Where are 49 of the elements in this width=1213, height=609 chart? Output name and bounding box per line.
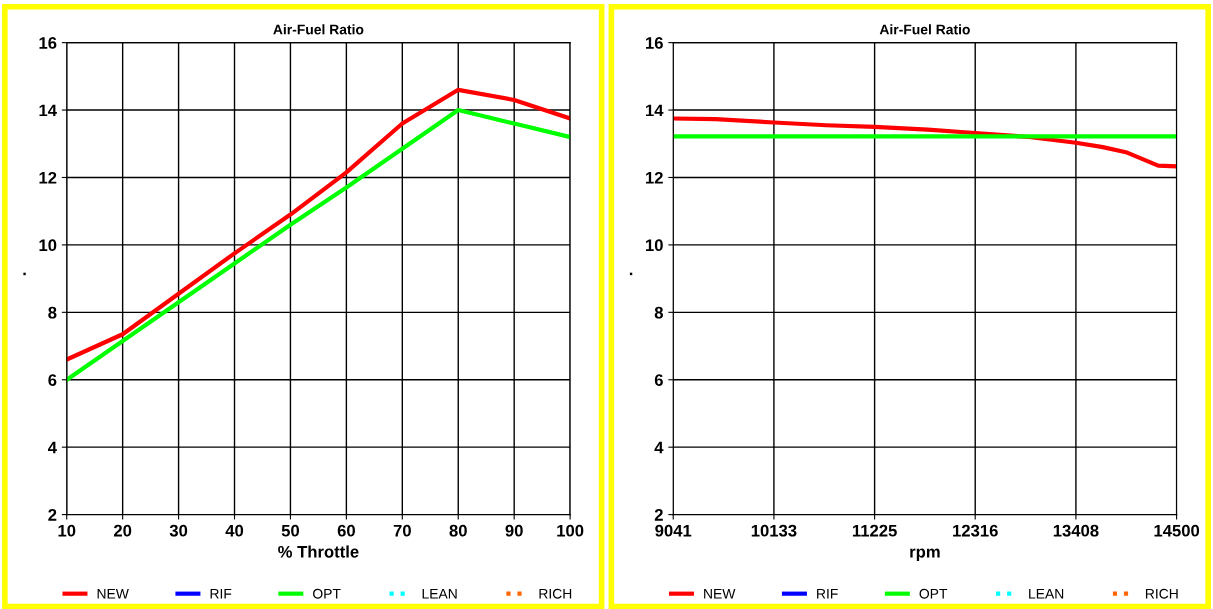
- legend-label: NEW: [704, 588, 736, 599]
- x-tick-label: 40: [225, 524, 244, 537]
- legend-label: RIF: [817, 588, 838, 599]
- y-axis-title: .: [629, 272, 633, 276]
- y-tick-label: 2: [654, 509, 663, 521]
- y-tick-label: 14: [39, 104, 57, 117]
- x-tick-label: 20: [113, 524, 132, 537]
- chart-title: Air-Fuel Ratio: [879, 24, 970, 35]
- x-tick-label: 9041: [655, 524, 692, 537]
- x-tick-label: 100: [557, 524, 584, 537]
- legend-label: RICH: [539, 588, 572, 599]
- y-tick-label: 4: [47, 441, 57, 454]
- legend-label: OPT: [313, 588, 341, 599]
- x-tick-label: 12316: [953, 524, 998, 537]
- x-tick-label: 70: [393, 524, 411, 537]
- y-tick-label: 6: [48, 374, 57, 386]
- x-tick-label: 50: [281, 524, 300, 537]
- x-axis-title: % Throttle: [278, 545, 359, 558]
- legend-label: OPT: [919, 588, 948, 599]
- y-tick-label: 10: [39, 239, 57, 252]
- y-tick-label: 8: [654, 306, 663, 319]
- chart-title: Air-Fuel Ratio: [273, 24, 364, 35]
- y-tick-label: 2: [48, 509, 57, 521]
- legend-label: RICH: [1145, 588, 1178, 599]
- x-axis-title: rpm: [910, 548, 940, 561]
- legend-label: LEAN: [422, 588, 457, 599]
- line-series: [673, 116, 1177, 169]
- x-tick-label: 60: [337, 524, 355, 537]
- y-axis-title: .: [23, 272, 26, 276]
- y-tick-label: 12: [39, 171, 57, 184]
- x-tick-label: 11225: [852, 524, 897, 537]
- x-tick-label: 30: [169, 524, 188, 537]
- y-tick-label: 10: [646, 239, 663, 252]
- legend-label: RIF: [210, 588, 232, 599]
- y-tick-label: 16: [39, 37, 57, 49]
- x-tick-label: 80: [449, 524, 467, 537]
- x-tick-label: 10: [58, 524, 76, 537]
- y-tick-label: 8: [48, 306, 57, 319]
- y-tick-label: 6: [654, 374, 663, 386]
- x-tick-label: 14500: [1154, 524, 1200, 537]
- legend-label: LEAN: [1029, 588, 1064, 599]
- y-tick-label: 14: [646, 104, 664, 117]
- y-tick-label: 12: [646, 171, 663, 184]
- x-tick-label: 13408: [1053, 524, 1099, 537]
- legend-label: NEW: [97, 588, 129, 599]
- x-tick-label: 10133: [751, 524, 797, 537]
- x-tick-label: 90: [505, 524, 523, 537]
- y-tick-label: 4: [654, 441, 664, 454]
- y-tick-label: 16: [646, 37, 663, 49]
